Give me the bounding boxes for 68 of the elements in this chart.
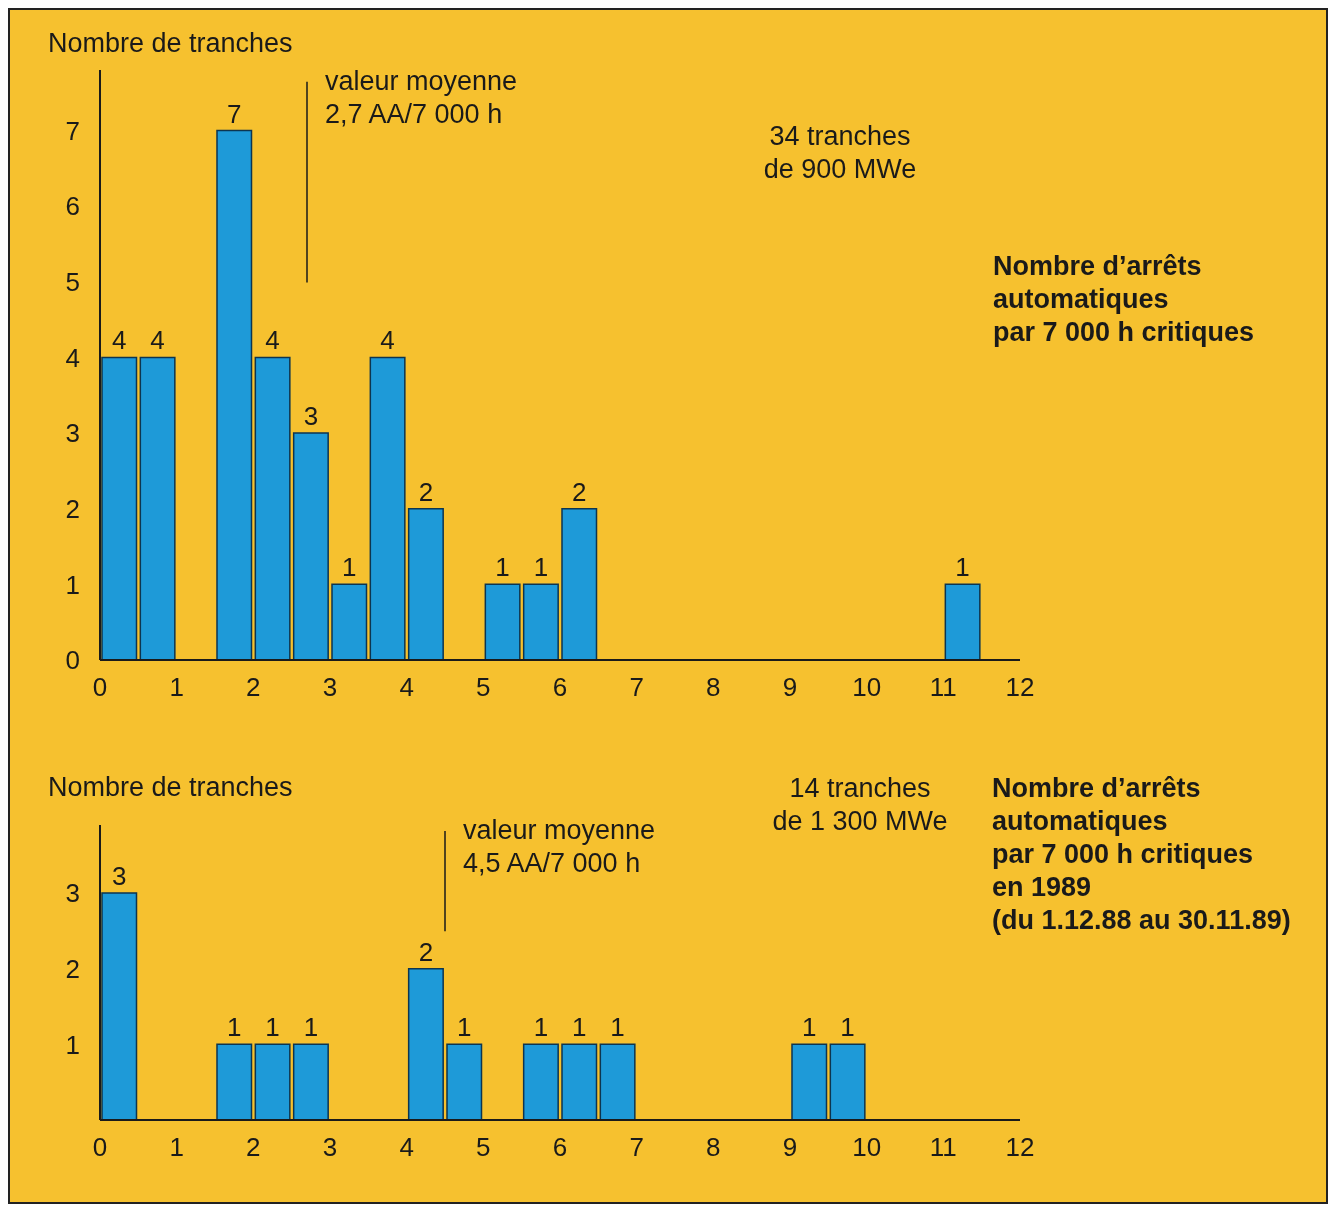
data-label: 4: [150, 325, 165, 356]
data-label: 2: [572, 476, 587, 507]
x-tick-label: 10: [852, 672, 882, 703]
y-tick-label: 4: [65, 342, 80, 373]
x-tick-label: 2: [246, 1132, 261, 1163]
x-tick-label: 1: [169, 1132, 184, 1163]
ref-line-label: valeur moyenne 2,7 AA/7 000 h: [325, 65, 518, 129]
y-tick-label: 1: [65, 569, 80, 600]
data-label: 1: [495, 552, 510, 583]
x-tick-label: 7: [629, 1132, 644, 1163]
data-label: 7: [227, 98, 242, 129]
data-label: 3: [303, 401, 319, 432]
annotation: Nombre d’arrêts automatiques par 7 000 h critiques en 1989 (du 1.12.88 au 30.11.89): [992, 772, 1292, 937]
x-tick-label: 11: [929, 672, 957, 703]
annotation: Nombre d’arrêts automatiques par 7 000 h critiques: [993, 250, 1256, 349]
annotation: 34 tranches de 900 MWe: [762, 120, 918, 186]
y-tick-label: 0: [65, 645, 80, 676]
x-tick-label: 9: [782, 672, 798, 703]
x-tick-label: 0: [92, 1132, 108, 1163]
y-tick-label: 5: [65, 267, 80, 298]
data-label: 1: [303, 1012, 319, 1043]
x-tick-label: 5: [476, 1132, 491, 1163]
data-label: 1: [457, 1012, 472, 1043]
y-tick-label: 6: [65, 191, 80, 222]
y-axis-title: Nombre de tranches: [48, 28, 293, 59]
x-tick-label: 4: [399, 672, 414, 703]
x-tick-label: 12: [1005, 672, 1035, 703]
x-tick-label: 4: [399, 1132, 414, 1163]
x-tick-label: 10: [852, 1132, 882, 1163]
y-tick-label: 3: [65, 878, 80, 909]
data-label: 4: [380, 325, 395, 356]
data-label: 1: [610, 1012, 625, 1043]
data-label: 1: [840, 1012, 855, 1043]
x-tick-label: 9: [782, 1132, 798, 1163]
data-label: 1: [802, 1012, 817, 1043]
annotation: 14 tranches de 1 300 MWe: [771, 772, 949, 838]
x-tick-label: 8: [706, 1132, 721, 1163]
data-label: 1: [955, 552, 970, 583]
y-tick-label: 1: [65, 1029, 80, 1060]
data-label: 4: [265, 325, 280, 356]
y-axis-title: Nombre de tranches: [48, 772, 293, 803]
x-tick-label: 0: [92, 672, 108, 703]
y-tick-label: 2: [65, 493, 80, 524]
x-tick-label: 6: [552, 1132, 568, 1163]
data-label: 1: [572, 1012, 587, 1043]
data-label: 1: [533, 1012, 549, 1043]
y-tick-label: 3: [65, 418, 80, 449]
ref-line-label: valeur moyenne 4,5 AA/7 000 h: [463, 814, 656, 878]
data-label: 4: [112, 325, 127, 356]
x-tick-label: 5: [476, 672, 491, 703]
y-tick-label: 2: [65, 953, 80, 984]
x-tick-label: 8: [706, 672, 721, 703]
x-tick-label: 3: [322, 672, 338, 703]
data-label: 1: [227, 1012, 242, 1043]
x-tick-label: 1: [169, 672, 184, 703]
data-label: 2: [418, 476, 434, 507]
data-label: 2: [418, 936, 434, 967]
data-label: 1: [533, 552, 549, 583]
x-tick-label: 12: [1005, 1132, 1035, 1163]
data-label: 1: [342, 552, 357, 583]
data-label: 3: [112, 861, 127, 892]
x-tick-label: 2: [246, 672, 261, 703]
x-tick-label: 6: [552, 672, 568, 703]
y-tick-label: 7: [65, 115, 80, 146]
x-tick-label: 11: [929, 1132, 957, 1163]
x-tick-label: 7: [629, 672, 644, 703]
data-label: 1: [265, 1012, 280, 1043]
x-tick-label: 3: [322, 1132, 338, 1163]
